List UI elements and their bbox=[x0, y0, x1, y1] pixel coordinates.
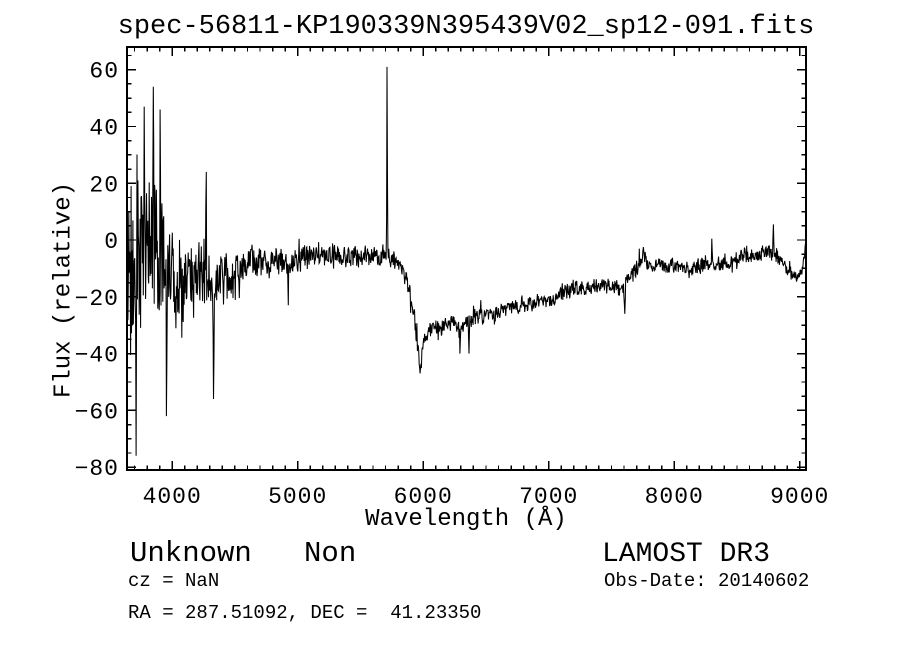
y-tick-label: −40 bbox=[75, 343, 119, 369]
spectrum-line bbox=[126, 66, 807, 456]
x-tick-label: 7000 bbox=[519, 484, 578, 510]
obs-date-label: Obs-Date: 20140602 bbox=[604, 570, 810, 592]
y-tick-label: 0 bbox=[104, 229, 119, 255]
y-tick-label: −20 bbox=[75, 286, 119, 312]
ra-dec-label: RA = 287.51092, DEC = 41.23350 bbox=[128, 602, 482, 624]
x-axis-label: Wavelength (Å) bbox=[365, 506, 567, 533]
y-tick-label: 20 bbox=[89, 172, 119, 198]
x-tick-label: 9000 bbox=[770, 484, 829, 510]
cz-value-label: cz = NaN bbox=[128, 570, 220, 592]
x-tick-label: 5000 bbox=[268, 484, 327, 510]
y-tick-label: 60 bbox=[89, 59, 119, 85]
y-axis-label: Flux (relative) bbox=[50, 181, 78, 399]
y-tick-label: −80 bbox=[75, 456, 119, 482]
classification-label: Unknown Non bbox=[130, 537, 357, 570]
x-tick-label: 4000 bbox=[143, 484, 202, 510]
x-tick-label: 8000 bbox=[645, 484, 704, 510]
plot-frame bbox=[126, 46, 807, 471]
y-tick-label: −60 bbox=[75, 399, 119, 425]
survey-release-label: LAMOST DR3 bbox=[602, 539, 771, 570]
figure-title: spec-56811-KP190339N395439V02_sp12-091.f… bbox=[117, 12, 815, 42]
axis-ticks bbox=[127, 47, 806, 470]
y-tick-label: 40 bbox=[89, 115, 119, 141]
x-tick-label: 6000 bbox=[394, 484, 453, 510]
